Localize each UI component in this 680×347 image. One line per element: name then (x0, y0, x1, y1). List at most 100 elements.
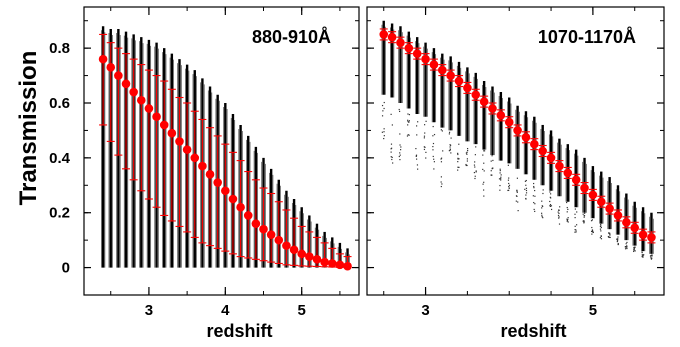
sample-outlier-point (390, 156, 392, 158)
mean-marker (437, 65, 447, 75)
panel-title: 880-910Å (252, 27, 331, 47)
sample-outlier-point (416, 125, 418, 127)
sample-outlier-point (423, 137, 425, 139)
sample-outlier-point (466, 147, 469, 150)
sample-outlier-point (616, 238, 618, 240)
sample-outlier-point (609, 234, 611, 236)
sample-outlier-point (541, 200, 543, 202)
sample-outlier-point (467, 149, 469, 152)
sample-outlier-point (626, 247, 628, 249)
sample-outlier-point (559, 206, 561, 208)
sample-outlier-point (507, 189, 509, 192)
sample-outlier-point (466, 158, 468, 160)
sample-column (532, 116, 537, 213)
mean-marker (571, 175, 581, 185)
sample-outlier-point (642, 254, 644, 257)
sample-outlier-point (399, 149, 402, 151)
sample-outlier-point (383, 128, 385, 130)
sample-outlier-point (575, 231, 577, 233)
sample-outlier-point (633, 250, 635, 253)
sample-column (498, 92, 503, 191)
panel-1070-1170: 3 5 1070-1170Å redshift (366, 6, 665, 341)
sample-outlier-point (566, 220, 568, 222)
error-bar (137, 64, 146, 192)
sample-column (548, 130, 554, 211)
sample-outlier-point (500, 179, 502, 181)
sample-outlier-point (591, 226, 593, 229)
sample-outlier-point (425, 157, 427, 159)
sample-outlier-point (449, 144, 452, 146)
sample-outlier-point (507, 179, 510, 181)
sample-outlier-point (408, 134, 410, 136)
sample-outlier-point (475, 146, 477, 148)
sample-outlier-point (607, 235, 609, 238)
sample-outlier-point (625, 243, 627, 245)
sample-outlier-point (433, 168, 435, 170)
sample-outlier-point (415, 147, 417, 150)
mean-marker (236, 202, 245, 212)
sample-outlier-point (466, 164, 468, 167)
y-tick-label: 0.8 (49, 40, 70, 57)
sample-outlier-point (398, 155, 400, 158)
sample-outlier-point (425, 120, 427, 122)
sample-outlier-point (433, 158, 435, 160)
sample-outlier-point (499, 172, 501, 174)
sample-outlier-point (391, 158, 393, 161)
sample-outlier-point (508, 189, 510, 191)
sample-outlier-point (584, 212, 586, 214)
sample-outlier-point (391, 124, 393, 126)
sample-outlier-point (576, 211, 578, 213)
sample-outlier-point (541, 216, 543, 218)
sample-outlier-point (567, 208, 569, 211)
mean-marker (379, 30, 389, 39)
sample-outlier-point (609, 236, 611, 239)
error-bar (213, 135, 222, 249)
sample-outlier-point (617, 243, 619, 246)
x-tick-label: 5 (589, 302, 597, 319)
mean-marker (190, 153, 200, 163)
mean-marker (327, 259, 337, 268)
sample-outlier-point (466, 153, 468, 155)
sample-outlier-point (415, 158, 418, 160)
mean-marker (243, 211, 253, 220)
mean-marker (320, 257, 329, 267)
x-tick-label: 5 (298, 302, 306, 319)
sample-outlier-point (432, 142, 435, 145)
sample-outlier-point (381, 104, 384, 107)
mean-marker (175, 137, 184, 146)
mean-marker (479, 97, 489, 106)
sample-outlier-point (432, 149, 434, 151)
mean-marker (305, 252, 314, 261)
sample-outlier-point (473, 164, 476, 166)
sample-outlier-point (424, 132, 426, 134)
mean-marker (446, 71, 455, 80)
mean-marker (580, 183, 589, 193)
sample-outlier-point (534, 189, 536, 192)
sample-outlier-point (651, 257, 653, 259)
sample-column (557, 138, 562, 225)
sample-outlier-point (574, 225, 576, 227)
sample-outlier-point (458, 166, 460, 168)
error-bar (259, 187, 268, 262)
sample-outlier-point (591, 230, 594, 232)
sample-outlier-point (542, 189, 544, 191)
sample-outlier-point (583, 215, 586, 217)
mean-marker (538, 146, 547, 156)
sample-outlier-point (651, 254, 653, 256)
sample-outlier-point (558, 217, 560, 219)
sample-outlier-point (398, 108, 400, 111)
sample-outlier-point (400, 146, 402, 148)
sample-outlier-point (474, 177, 476, 180)
mean-marker (496, 111, 506, 120)
sample-outlier-point (499, 189, 501, 191)
sample-outlier-point (408, 120, 410, 122)
sample-outlier-point (407, 120, 409, 123)
mean-marker (421, 54, 430, 64)
x-tick-label: 3 (145, 302, 153, 319)
sample-outlier-point (483, 170, 485, 172)
mean-marker (136, 95, 146, 105)
mean-marker (266, 230, 276, 239)
mean-marker (129, 87, 138, 97)
sample-outlier-point (550, 208, 553, 211)
error-bar (183, 102, 192, 233)
